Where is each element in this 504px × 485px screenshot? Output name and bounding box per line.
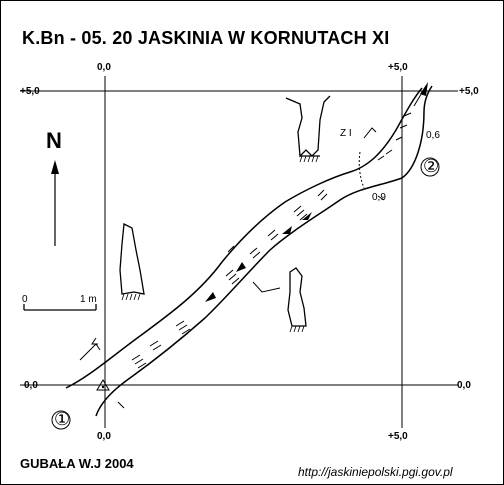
map-title: K.Bn - 05. 20 JASKINIA W KORNUTACH XI [22, 28, 390, 48]
source-link[interactable]: http://jaskiniepolski.pgi.gov.pl [298, 465, 453, 479]
slope-arrows-icon [205, 82, 428, 302]
section-label: Z I [340, 128, 352, 139]
author-credit: GUBAŁA W.J 2004 [20, 456, 134, 471]
grid-label-top-left: 0,0 [97, 62, 111, 73]
north-label: N [46, 128, 62, 153]
rock-hatch [121, 155, 319, 333]
entrance-1-label: ① [54, 409, 71, 429]
grid-label-bottom-left: 0,0 [97, 431, 111, 442]
grid-label-bottom-right: +5,0 [388, 431, 408, 442]
cave-walls [65, 85, 433, 417]
scale-bar-icon [23, 304, 97, 311]
grid-lines [20, 76, 458, 428]
scale-end-label: 1 m [80, 294, 97, 305]
grid-label-top-right: +5,0 [388, 62, 408, 73]
entrance-1-marker [51, 410, 71, 430]
floor-hatching [131, 112, 412, 369]
section-marks [79, 127, 385, 409]
survey-station-icon [96, 379, 110, 391]
rock-profiles [119, 95, 331, 327]
entrance-2-marker [420, 157, 440, 177]
grid-label-right-top: +5,0 [459, 86, 479, 97]
north-arrow-icon [51, 160, 59, 246]
depth-label-1: 0,6 [426, 130, 440, 141]
grid-label-right-bottom: 0,0 [457, 380, 471, 391]
entrance-2-label: ② [423, 156, 440, 176]
depth-label-2: 0,9 [372, 192, 386, 203]
scale-start-label: 0 [22, 294, 28, 305]
